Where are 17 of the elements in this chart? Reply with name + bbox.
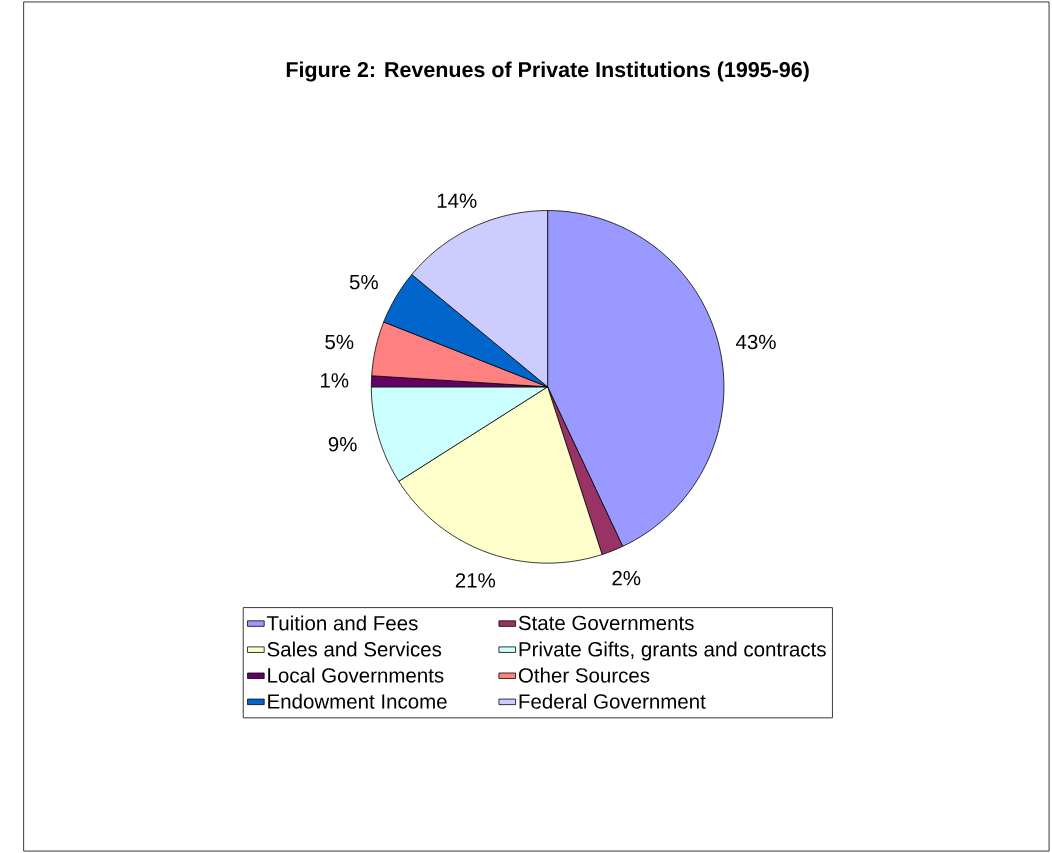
data-label: 21% <box>455 573 496 588</box>
legend-label: Private Gifts, grants and contracts <box>519 641 826 661</box>
legend-label: Other Sources <box>518 667 650 683</box>
legend-label: Sales and Services <box>267 641 442 657</box>
legend-label: Local Governments <box>268 667 444 683</box>
data-label: 14% <box>437 193 477 208</box>
data-label: 5% <box>349 274 378 290</box>
legend-label: Tuition and Fees <box>266 615 418 631</box>
legend-label: Endowment Income <box>268 693 447 709</box>
legend-label: State Governments <box>518 615 694 631</box>
data-label: 5% <box>325 334 354 350</box>
data-label: 43% <box>735 334 776 350</box>
legend-label: Federal Government <box>519 693 706 709</box>
data-label: 1% <box>320 373 349 388</box>
chart-title: Figure 2: Revenues of Private Institutions (1995-96) <box>286 61 809 82</box>
data-label: 2% <box>612 570 641 586</box>
data-label: 9% <box>328 436 357 452</box>
